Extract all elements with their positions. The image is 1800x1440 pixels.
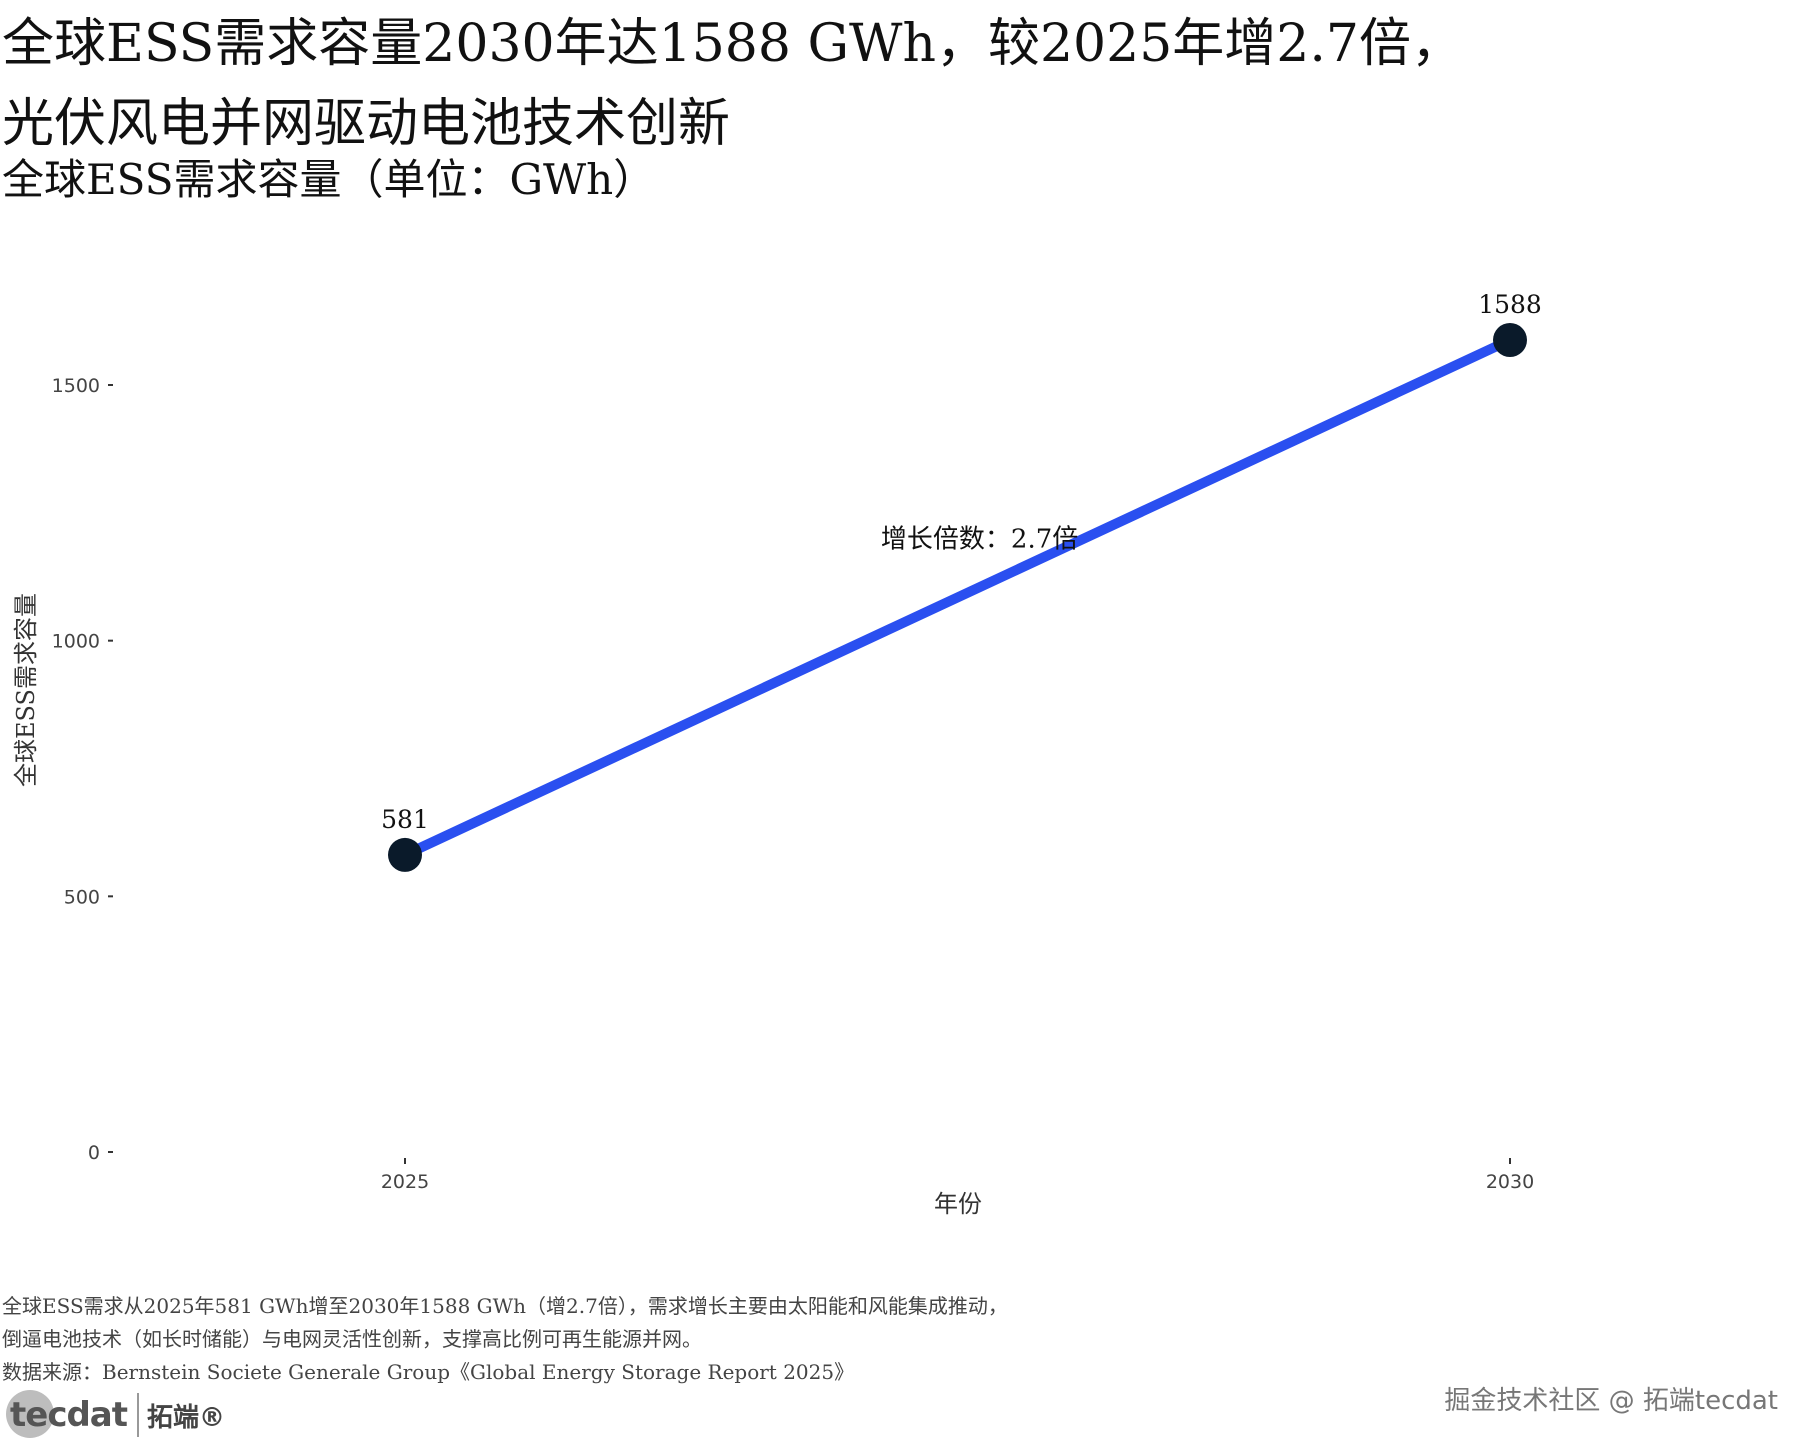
caption-line-1: 全球ESS需求从2025年581 GWh增至2030年1588 GWh（增2.7… <box>2 1294 1008 1318</box>
chart-subtitle: 全球ESS需求容量（单位：GWh） <box>2 155 656 204</box>
data-label: 1588 <box>1478 290 1542 319</box>
brand-logo: tecdat 拓端® <box>4 1390 225 1440</box>
caption-line-2: 倒逼电池技术（如长时储能）与电网灵活性创新，支撑高比例可再生能源并网。 <box>2 1327 702 1351</box>
chart-caption: 全球ESS需求从2025年581 GWh增至2030年1588 GWh（增2.7… <box>2 1290 1202 1389</box>
chart-title-line-1: 全球ESS需求容量2030年达1588 GWh，较2025年增2.7倍， <box>2 14 1464 74</box>
growth-annotation: 增长倍数：2.7倍 <box>881 524 1078 554</box>
series-layer: 581 1588 <box>381 290 1542 872</box>
series-line <box>400 335 1515 860</box>
y-tick-label: 500 <box>64 886 100 908</box>
x-axis: 2025 2030 <box>381 1158 1534 1193</box>
logo-divider <box>137 1393 140 1437</box>
logo-text-cn: 拓端® <box>147 1402 226 1433</box>
y-tick-label: 1500 <box>52 375 100 397</box>
data-label: 581 <box>381 805 429 834</box>
watermark: 掘金技术社区 @ 拓端tecdat <box>1444 1386 1778 1416</box>
y-axis-title: 全球ESS需求容量 <box>12 593 40 787</box>
x-tick-label: 2025 <box>381 1171 429 1193</box>
data-point <box>1493 323 1527 358</box>
chart-title-line-2: 光伏风电并网驱动电池技术创新 <box>2 94 731 154</box>
y-tick-label: 1000 <box>52 631 100 653</box>
data-point <box>388 837 422 872</box>
chart-title: 全球ESS需求容量2030年达1588 GWh，较2025年增2.7倍， 光伏风… <box>2 4 1792 164</box>
y-tick-label: 0 <box>88 1142 100 1164</box>
y-axis: 0 500 1000 1500 <box>52 375 113 1164</box>
x-axis-title: 年份 <box>934 1190 982 1218</box>
logo-text-en: tecdat <box>10 1395 128 1435</box>
x-tick-label: 2030 <box>1486 1171 1534 1193</box>
logo-circle-icon <box>6 1390 54 1438</box>
source-note: 数据来源：Bernstein Societe Generale Group《Gl… <box>2 1360 855 1384</box>
